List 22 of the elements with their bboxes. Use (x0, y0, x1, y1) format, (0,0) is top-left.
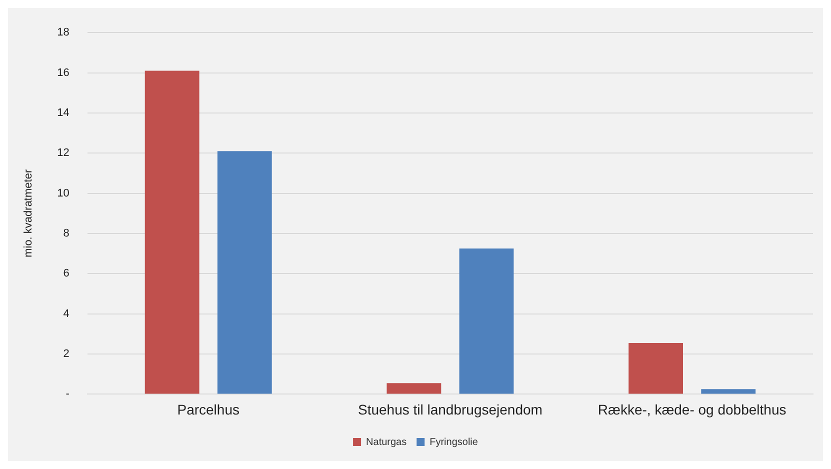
y-tick-label: 16 (57, 66, 70, 79)
bar (144, 70, 200, 394)
bar (386, 383, 442, 394)
y-tick-label: 14 (57, 106, 70, 119)
y-tick-label: 18 (57, 26, 70, 39)
bar (628, 342, 684, 394)
y-tick-label: 12 (57, 147, 70, 160)
y-axis-title: mio. kvadratmeter (22, 169, 35, 258)
legend-label: Naturgas (366, 436, 407, 448)
x-tick-label: Parcelhus (177, 401, 240, 418)
y-tick-label: - (66, 388, 70, 400)
legend-label: Fyringsolie (430, 436, 478, 448)
y-tick-label: 8 (63, 228, 70, 240)
bar (701, 389, 756, 394)
bar (459, 248, 514, 394)
y-tick-label: 6 (63, 268, 70, 280)
y-tick-label: 2 (63, 348, 70, 360)
y-tick-label: 4 (63, 308, 70, 320)
bar (217, 151, 272, 394)
y-tick-label: 10 (57, 187, 70, 200)
x-tick-label: Række-, kæde- og dobbelthus (598, 401, 786, 418)
x-tick-label: Stuehus til landbrugsejendom (358, 401, 542, 418)
